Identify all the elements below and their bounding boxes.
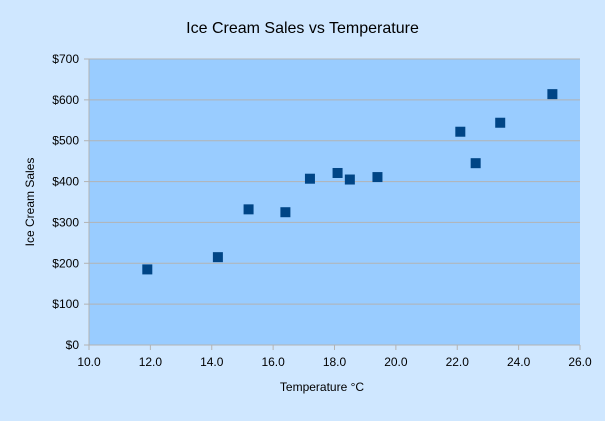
data-points [142, 89, 558, 275]
x-tick-label: 16.0 [261, 355, 285, 369]
scatter-point [547, 89, 558, 100]
y-tick-label: $500 [52, 134, 79, 148]
y-tick-label: $600 [52, 93, 79, 107]
x-tick-label: 24.0 [507, 355, 531, 369]
x-tick-label: 26.0 [568, 355, 592, 369]
y-axis-title: Ice Cream Sales [23, 158, 37, 247]
scatter-point [470, 158, 481, 169]
scatter-point [212, 252, 223, 263]
y-tick-label: $0 [66, 338, 80, 352]
y-tick-label: $300 [52, 215, 79, 229]
x-tick-label: 14.0 [200, 355, 224, 369]
tick-labels: 10.0 12.0 14.0 16.0 18.0 20.0 22.0 24.0 26.0 $0 $1… [52, 52, 592, 369]
scatter-point [243, 204, 254, 215]
x-axis-title: Temperature °C [280, 380, 364, 394]
chart-title: Ice Cream Sales vs Temperature [186, 20, 419, 37]
scatter-point [142, 264, 153, 275]
axes [84, 58, 581, 350]
scatter-point [455, 126, 466, 137]
scatter-point [332, 167, 343, 178]
x-tick-label: 22.0 [446, 355, 470, 369]
plot-area [89, 59, 580, 345]
x-tick-label: 10.0 [77, 355, 101, 369]
y-tick-label: $200 [52, 256, 79, 270]
scatter-point [304, 173, 315, 184]
x-tick-label: 20.0 [384, 355, 408, 369]
scatter-point [372, 172, 383, 183]
x-tick-label: 12.0 [139, 355, 163, 369]
x-tick-label: 18.0 [323, 355, 347, 369]
scatter-point [344, 174, 355, 185]
y-tick-label: $400 [52, 175, 79, 189]
y-tick-label: $100 [52, 297, 79, 311]
scatter-point [280, 207, 291, 218]
scatter-point [495, 117, 506, 128]
y-tick-label: $700 [52, 52, 79, 66]
